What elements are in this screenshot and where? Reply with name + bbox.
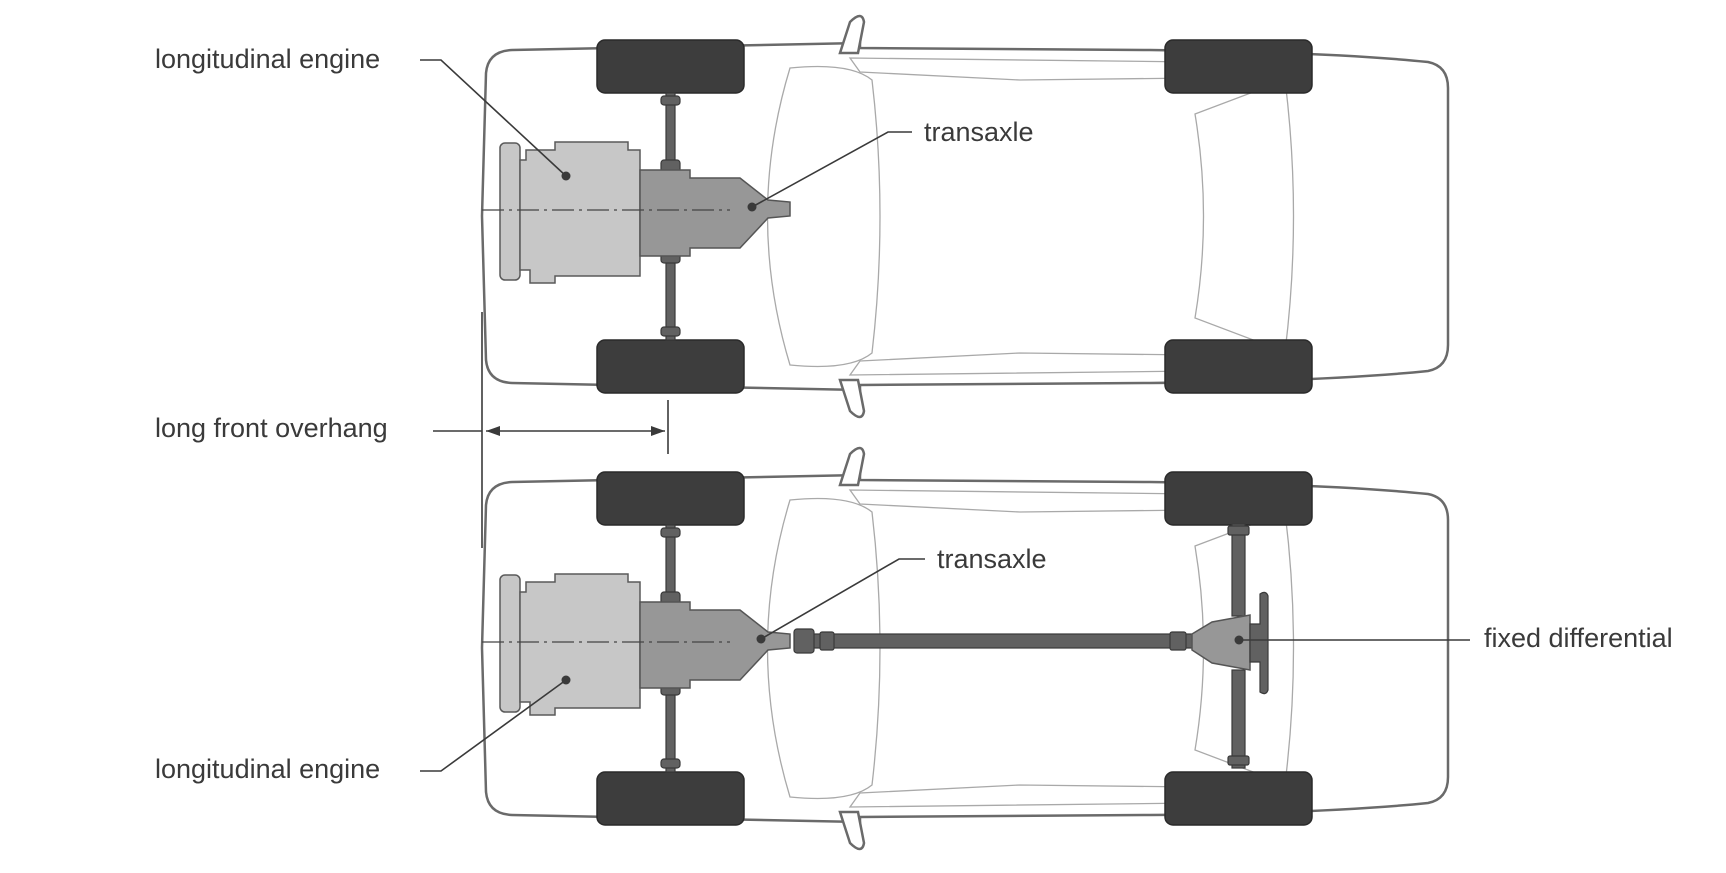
label-long-front-overhang: long front overhang	[155, 413, 388, 443]
label-fixed-differential: fixed differential	[1484, 623, 1673, 653]
label-top-transaxle: transaxle	[924, 117, 1034, 147]
propeller-shaft	[794, 633, 1206, 649]
dot-fixed-differential	[1234, 635, 1244, 645]
leader-top-engine	[420, 59, 567, 177]
rear-axle-upper	[1231, 523, 1246, 617]
dot-bottom-engine	[561, 675, 571, 685]
label-top-longitudinal-engine: longitudinal engine	[155, 44, 380, 74]
label-bottom-transaxle: transaxle	[937, 544, 1047, 574]
dot-bottom-transaxle	[756, 634, 766, 644]
overhang-arrow-left	[486, 426, 500, 436]
dot-top-engine	[561, 171, 571, 181]
bottom-car	[480, 446, 1450, 851]
label-bottom-longitudinal-engine: longitudinal engine	[155, 754, 380, 784]
overhang-arrow-right	[651, 426, 665, 436]
leader-top-transaxle	[751, 131, 912, 208]
leader-bottom-transaxle	[760, 558, 925, 640]
differential-housing	[1191, 614, 1251, 671]
dot-top-transaxle	[747, 202, 757, 212]
leader-bottom-engine	[420, 679, 567, 772]
top-car	[480, 14, 1450, 419]
rear-axle-lower	[1231, 669, 1246, 769]
